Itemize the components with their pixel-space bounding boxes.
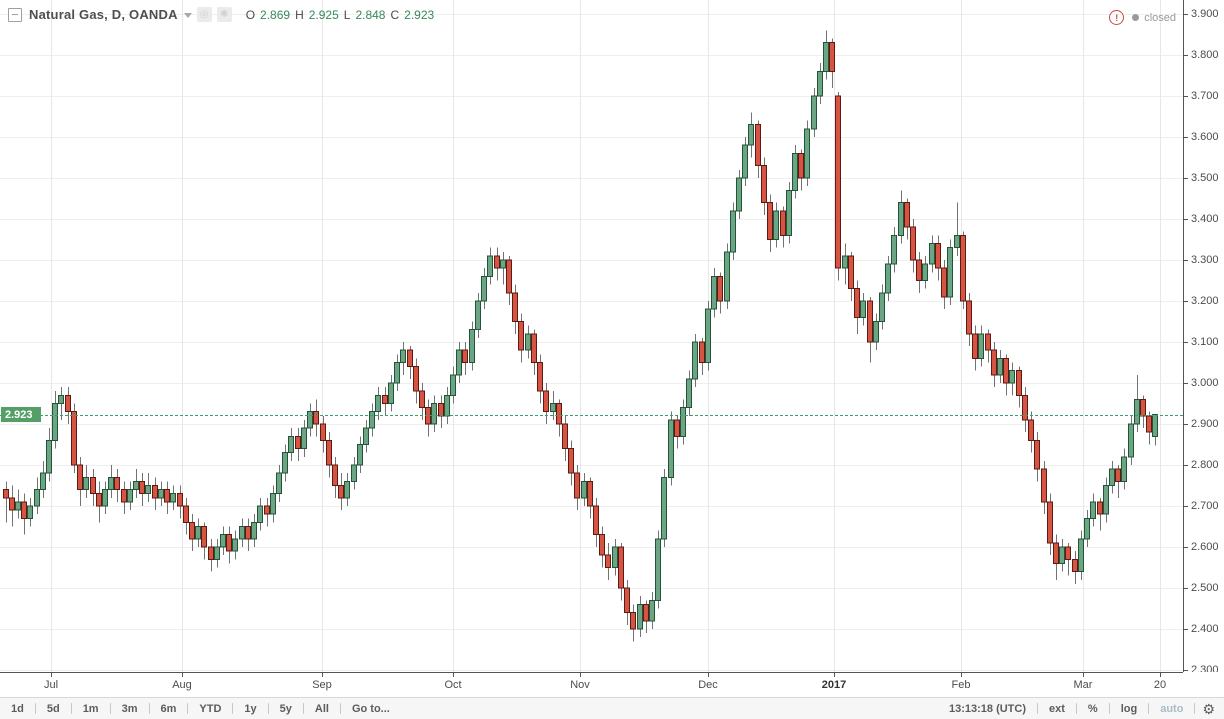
- range-buttons: 1d 5d 1m 3m 6m YTD 1y 5y All Go to...: [0, 698, 401, 719]
- price-tick-label: 3.400: [1184, 213, 1219, 225]
- time-tick-label: Jul: [43, 679, 59, 691]
- time-tick: [580, 673, 581, 677]
- settings-gear-icon[interactable]: ⚙: [1202, 700, 1215, 717]
- toolbar-separator: [34, 703, 36, 714]
- time-tick-label: Feb: [951, 679, 971, 691]
- toolbar-separator: [232, 703, 234, 714]
- range-button-all[interactable]: All: [314, 702, 329, 715]
- toolbar-separator: [187, 703, 189, 714]
- bottom-toolbar: 1d 5d 1m 3m 6m YTD 1y 5y All Go to... 13:13:18 (U…: [0, 697, 1224, 719]
- time-tick-label: Dec: [698, 679, 718, 691]
- collapse-panel-icon[interactable]: [8, 7, 22, 22]
- time-tick: [322, 673, 323, 677]
- range-button-go-to[interactable]: Go to...: [351, 702, 390, 715]
- symbol-title[interactable]: Natural Gas, D, OANDA: [29, 7, 178, 22]
- price-tick-label: 3.700: [1184, 90, 1219, 102]
- toolbar-separator: [1037, 703, 1039, 714]
- toolbar-separator: [1108, 703, 1110, 714]
- toolbar-separator: [1194, 703, 1196, 714]
- price-tick-label: 3.100: [1184, 336, 1219, 348]
- range-button-1y[interactable]: 1y: [244, 702, 257, 715]
- price-tick-label: 2.900: [1184, 418, 1219, 430]
- ohlc-readout: O 2.869 H 2.925 L 2.848 C 2.923: [246, 8, 440, 22]
- time-tick: [834, 673, 835, 677]
- time-tick: [51, 673, 52, 677]
- market-status: ! closed: [1109, 10, 1176, 25]
- time-tick-label: Sep: [312, 679, 332, 691]
- range-button-3m[interactable]: 3m: [121, 702, 138, 715]
- price-tick-label: 2.500: [1184, 582, 1219, 594]
- time-tick: [182, 673, 183, 677]
- alert-icon[interactable]: !: [1109, 10, 1125, 25]
- market-status-label: closed: [1144, 11, 1176, 24]
- time-tick-label: 20: [1153, 679, 1167, 691]
- toolbar-separator: [1075, 703, 1077, 714]
- mode-button-percent[interactable]: %: [1087, 702, 1098, 715]
- price-tick-label: 3.200: [1184, 295, 1219, 307]
- time-tick: [961, 673, 962, 677]
- time-tick-label: Aug: [172, 679, 192, 691]
- price-tick-label: 3.500: [1184, 172, 1219, 184]
- close-value: 2.923: [404, 7, 435, 22]
- mode-button-log[interactable]: log: [1120, 702, 1138, 715]
- last-price-label: 2.923: [1, 407, 41, 423]
- low-label: L: [343, 7, 351, 22]
- range-button-6m[interactable]: 6m: [160, 702, 177, 715]
- time-tick: [453, 673, 454, 677]
- price-tick-label: 3.600: [1184, 131, 1219, 143]
- price-axis[interactable]: 3.900 3.800 3.700 3.600 3.500 3.400 3.300 3.200…: [1183, 0, 1224, 676]
- time-tick-label: Mar: [1073, 679, 1093, 691]
- time-tick-label: 2017: [821, 679, 847, 691]
- symbol-header: Natural Gas, D, OANDA ◎ ✱ O 2.869 H 2.92…: [8, 7, 439, 22]
- open-label: O: [245, 7, 256, 22]
- time-tick-label: Nov: [570, 679, 590, 691]
- close-label: C: [390, 7, 400, 22]
- time-tick-label: Oct: [444, 679, 462, 691]
- toolbar-right: 13:13:18 (UTC) ext% log auto ⚙: [938, 698, 1224, 719]
- range-button-ytd[interactable]: YTD: [199, 702, 222, 715]
- mode-button-ext[interactable]: ext: [1049, 702, 1065, 715]
- time-axis[interactable]: Jul Aug Sep Oct Nov Dec 2017 Feb Mar 20: [0, 672, 1183, 697]
- open-value: 2.869: [260, 7, 291, 22]
- price-tick-label: 2.600: [1184, 541, 1219, 553]
- toolbar-separator: [267, 703, 269, 714]
- price-tick-label: 3.900: [1184, 8, 1219, 20]
- toolbar-separator: [302, 703, 304, 714]
- price-tick-label: 3.000: [1184, 377, 1219, 389]
- time-tick: [1083, 673, 1084, 677]
- gear-icon[interactable]: ✱: [216, 7, 232, 22]
- eye-icon[interactable]: ◎: [196, 7, 212, 22]
- axis-corner: [1183, 672, 1224, 697]
- price-tick-label: 3.800: [1184, 49, 1219, 61]
- range-button-5y[interactable]: 5y: [279, 702, 292, 715]
- price-tick-label: 2.700: [1184, 500, 1219, 512]
- clock-readout: 13:13:18 (UTC): [948, 702, 1027, 715]
- high-label: H: [295, 7, 304, 22]
- low-value: 2.848: [355, 7, 386, 22]
- chevron-down-icon[interactable]: [183, 13, 192, 18]
- status-dot-icon: [1132, 14, 1140, 21]
- price-tick-label: 2.800: [1184, 459, 1219, 471]
- toolbar-separator: [1148, 703, 1150, 714]
- range-button-1m[interactable]: 1m: [82, 702, 99, 715]
- toolbar-separator: [339, 703, 341, 714]
- range-button-1d[interactable]: 1d: [11, 702, 24, 715]
- time-tick: [1160, 673, 1161, 677]
- range-button-5d[interactable]: 5d: [46, 702, 60, 715]
- toolbar-separator: [148, 703, 150, 714]
- time-tick: [708, 673, 709, 677]
- mode-button-auto[interactable]: auto: [1160, 702, 1184, 715]
- price-tick-label: 2.400: [1184, 623, 1219, 635]
- price-tick-label: 3.300: [1184, 254, 1219, 266]
- candlestick-chart[interactable]: [0, 0, 1183, 672]
- toolbar-separator: [70, 703, 72, 714]
- high-value: 2.925: [308, 7, 339, 22]
- toolbar-separator: [109, 703, 111, 714]
